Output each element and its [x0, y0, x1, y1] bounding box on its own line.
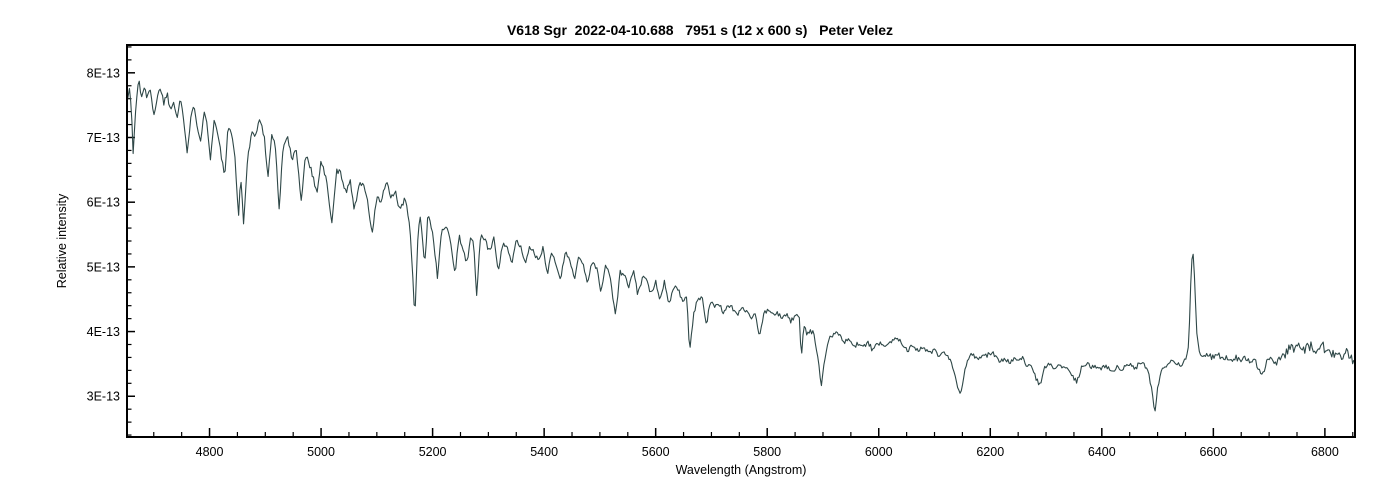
x-axis-label: Wavelength (Angstrom)	[675, 463, 807, 477]
chart-title: V618 Sgr 2022-04-10.688 7951 s (12 x 600…	[506, 22, 894, 38]
x-tick-label: 4800	[196, 445, 224, 459]
spectrum-line	[127, 80, 1355, 412]
x-tick-label: 6000	[865, 445, 893, 459]
x-tick-label: 5800	[753, 445, 781, 459]
y-tick-label: 3E-13	[87, 390, 120, 404]
y-tick-label: 5E-13	[87, 260, 120, 274]
x-tick-label: 5000	[307, 445, 335, 459]
plot-border	[126, 44, 1356, 438]
x-tick-label: 5600	[642, 445, 670, 459]
x-tick-label: 5200	[419, 445, 447, 459]
x-tick-label: 6200	[976, 445, 1004, 459]
x-tick-label: 6400	[1088, 445, 1116, 459]
x-tick-label: 5400	[530, 445, 558, 459]
y-tick-label: 7E-13	[87, 131, 120, 145]
x-tick-label: 6800	[1311, 445, 1339, 459]
y-tick-label: 6E-13	[87, 196, 120, 210]
y-tick-label: 4E-13	[87, 325, 120, 339]
x-tick-label: 6600	[1199, 445, 1227, 459]
y-tick-label: 8E-13	[87, 66, 120, 80]
